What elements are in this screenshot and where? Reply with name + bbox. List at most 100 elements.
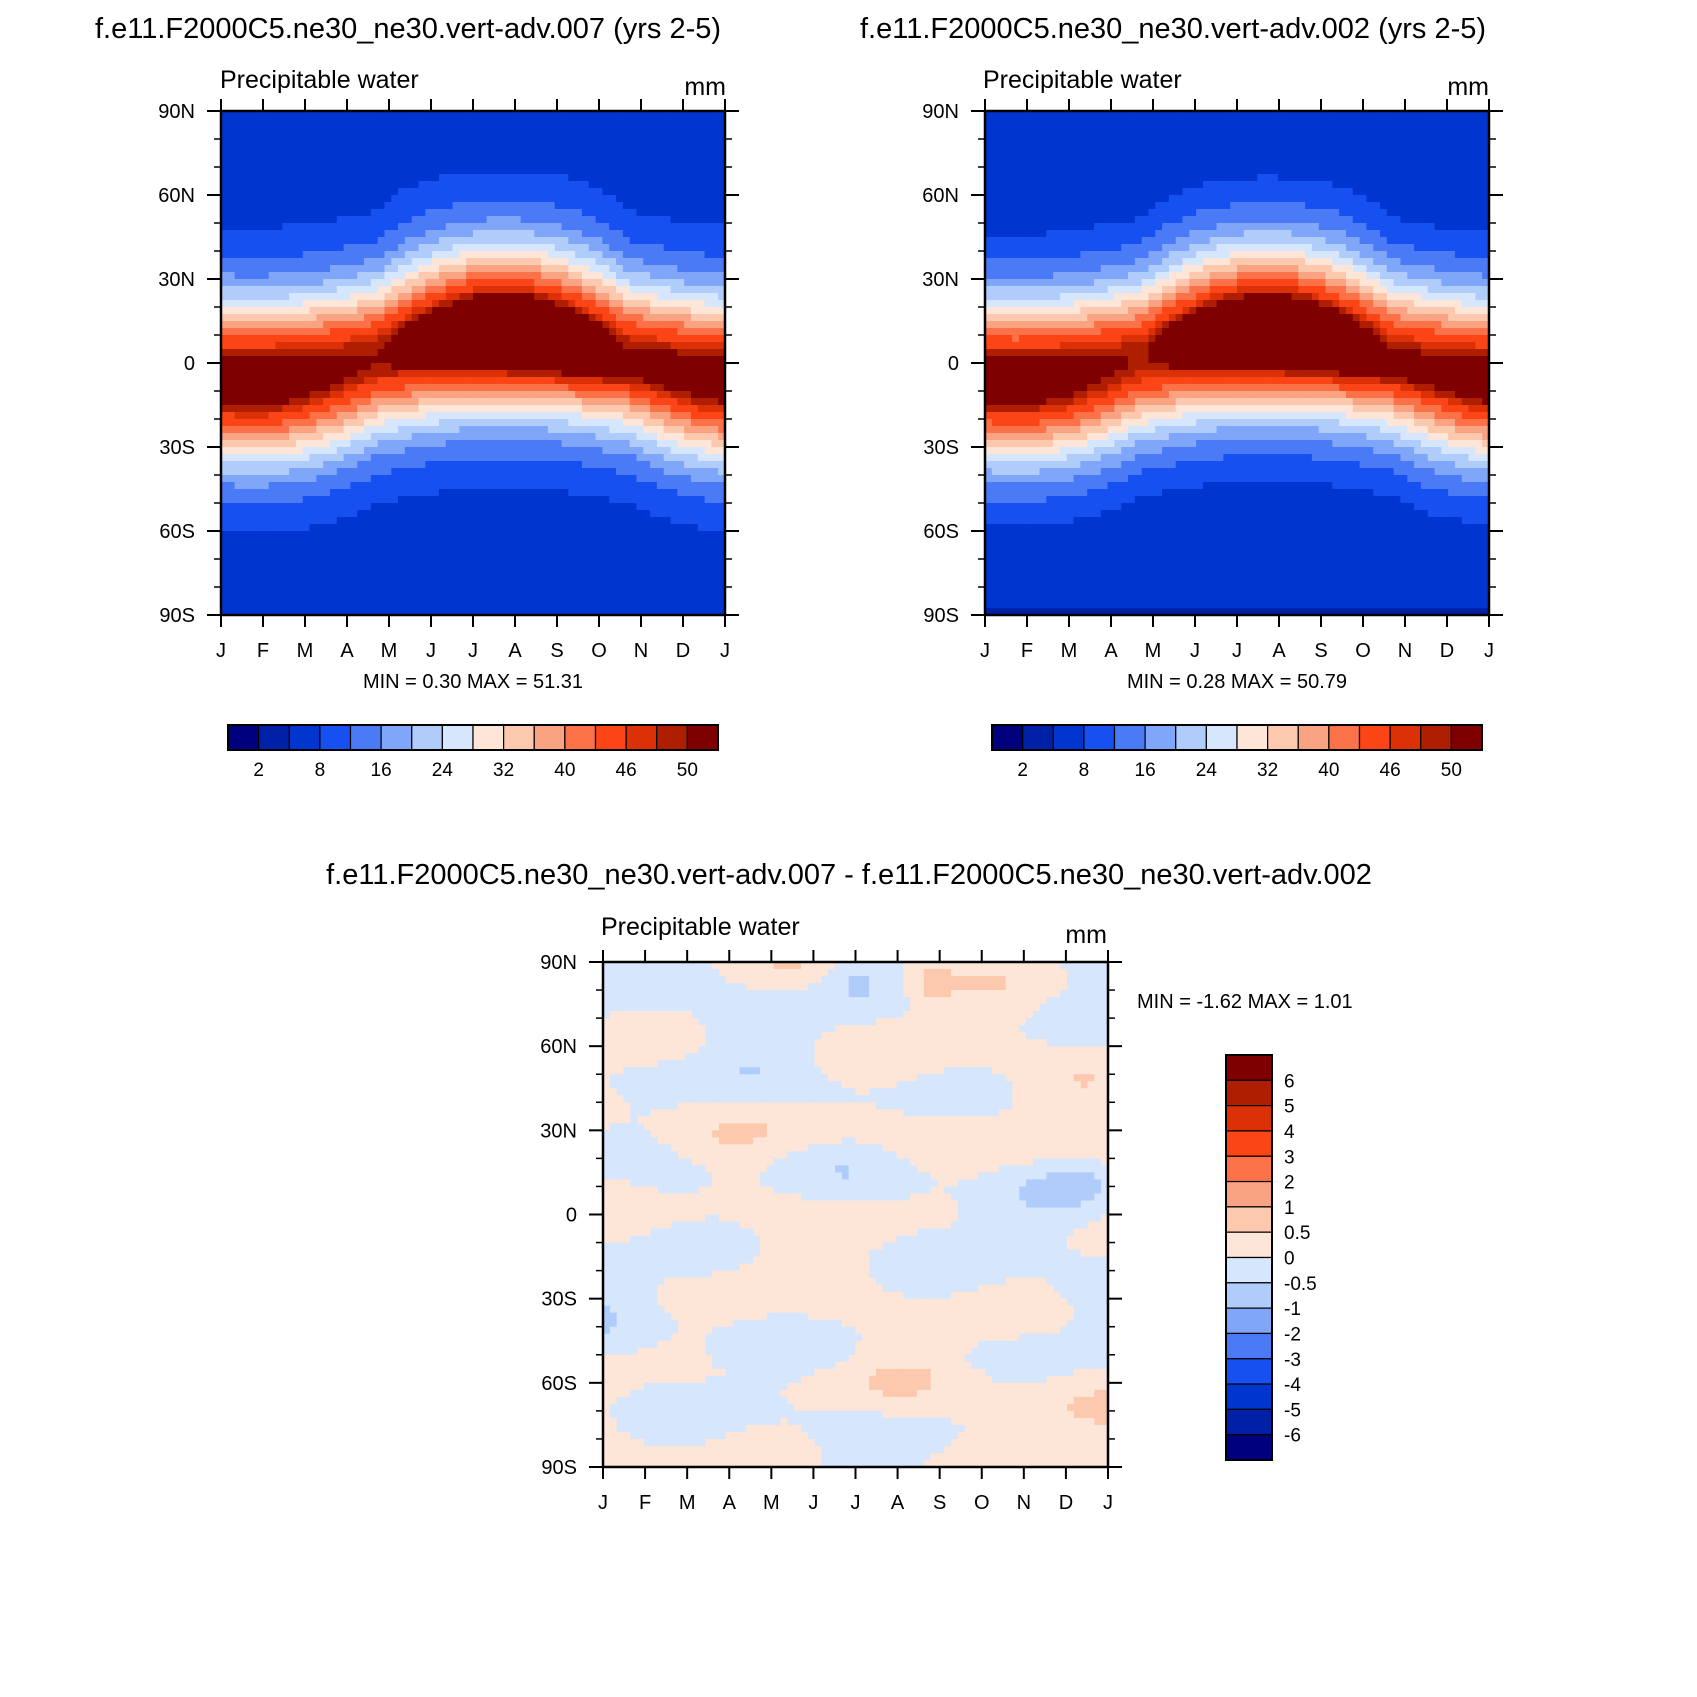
panel-1-field-cell [500,293,508,301]
panel-1-field-cell [534,377,542,385]
panel-1-field-cell [568,510,576,518]
panel-1-field-cell [255,167,263,175]
panel-1-field-cell [547,440,556,448]
panel-1-field-cell [616,167,624,175]
panel-1-field-cell [241,265,249,273]
panel-1-field-cell [241,111,249,119]
panel-1-field-cell [670,209,678,217]
panel-1-field-cell [609,132,617,140]
panel-1-field-cell [507,503,515,511]
panel-1-field-cell [234,209,243,217]
panel-1-field-cell [704,531,712,539]
panel-1-field-cell [493,503,501,511]
panel-1-field-cell [636,230,644,238]
panel-1-field-cell [568,412,576,420]
panel-1-field-cell [541,349,549,357]
panel-1-field-cell [282,531,290,539]
panel-1-field-cell [343,181,351,189]
panel-1-field-cell [500,265,508,273]
panel-1-field-cell [432,342,440,350]
panel-1-field-cell [656,125,665,133]
panel-1-field-cell [357,265,365,273]
panel-1-field-cell [622,265,631,273]
panel-1-field-cell [261,328,270,336]
panel-1-field-cell [588,349,597,357]
panel-1-field-cell [541,244,549,252]
panel-1-field-cell [534,482,542,490]
panel-1-field-cell [438,545,447,553]
panel-1-field-cell [581,433,590,441]
panel-1-field-cell [268,468,277,476]
panel-1-field-cell [581,447,590,455]
panel-1-field-cell [425,307,433,315]
panel-1-field-cell [697,517,706,525]
panel-1-field-cell [234,153,243,161]
panel-1-field-cell [690,209,699,217]
panel-1-field-cell [513,209,522,217]
panel-1-field-cell [541,440,549,448]
panel-1-field-cell [364,132,372,140]
panel-1-field-cell [404,237,413,245]
panel-1-field-cell [486,244,495,252]
panel-1-field-cell [445,391,454,399]
panel-1-field-cell [248,328,256,336]
panel-1-field-cell [350,566,358,574]
panel-1-field-cell [643,342,651,350]
panel-1-field-cell [364,237,372,245]
panel-1-field-cell [221,209,229,217]
panel-1-field-cell [418,552,426,560]
panel-1-field-cell [466,160,474,168]
panel-1-field-cell [418,524,426,532]
panel-1-field-cell [643,300,651,308]
panel-1-field-cell [350,244,358,252]
panel-1-field-cell [255,216,263,224]
panel-1-field-cell [432,223,440,231]
panel-1-field-cell [697,111,706,119]
panel-1-field-cell [411,419,420,427]
panel-1-field-cell [609,307,617,315]
panel-1-field-cell [377,279,386,287]
panel-1-field-cell [500,153,508,161]
panel-1-field-cell [636,440,644,448]
panel-1-field-cell [350,335,358,343]
panel-1-field-cell [404,461,413,469]
panel-1-field-cell [329,216,338,224]
panel-1-field-cell [268,279,277,287]
panel-1-field-cell [221,230,229,238]
panel-1-field-cell [656,356,665,364]
panel-1-field-cell [568,405,576,413]
panel-1-field-cell [343,510,351,518]
panel-1-field-cell [636,524,644,532]
panel-1-field-cell [411,132,420,140]
panel-1-field-cell [473,160,481,168]
panel-1-field-cell [656,209,665,217]
panel-1-field-cell [384,286,392,294]
panel-1-field-cell [663,223,672,231]
panel-1-field-cell [697,468,706,476]
panel-1-field-cell [234,223,243,231]
panel-1-field-cell [473,125,481,133]
panel-1-field-cell [398,307,406,315]
panel-1-field-cell [588,538,597,546]
panel-1-field-cell [221,510,229,518]
panel-3-title: f.e11.F2000C5.ne30_ne30.vert-adv.007 - f… [326,859,1372,891]
panel-1-field-cell [466,230,474,238]
panel-1-field-cell [575,293,583,301]
panel-1-field-cell [221,118,229,126]
panel-1-field-cell [479,167,488,175]
panel-1-field-cell [622,510,631,518]
panel-1-field-cell [241,419,249,427]
panel-1-field-cell [595,405,603,413]
panel-1-field-cell [221,398,229,406]
panel-1-field-cell [241,286,249,294]
panel-1-field-cell [384,167,392,175]
panel-1-field-cell [595,307,603,315]
panel-1-field-cell [377,125,386,133]
panel-1-field-cell [663,314,672,322]
panel-1-field-cell [295,181,304,189]
panel-1-field-cell [643,321,651,329]
panel-1-field-cell [554,524,563,532]
panel-1-field-cell [377,510,386,518]
panel-1-field-cell [581,538,590,546]
panel-1-field-cell [350,419,358,427]
